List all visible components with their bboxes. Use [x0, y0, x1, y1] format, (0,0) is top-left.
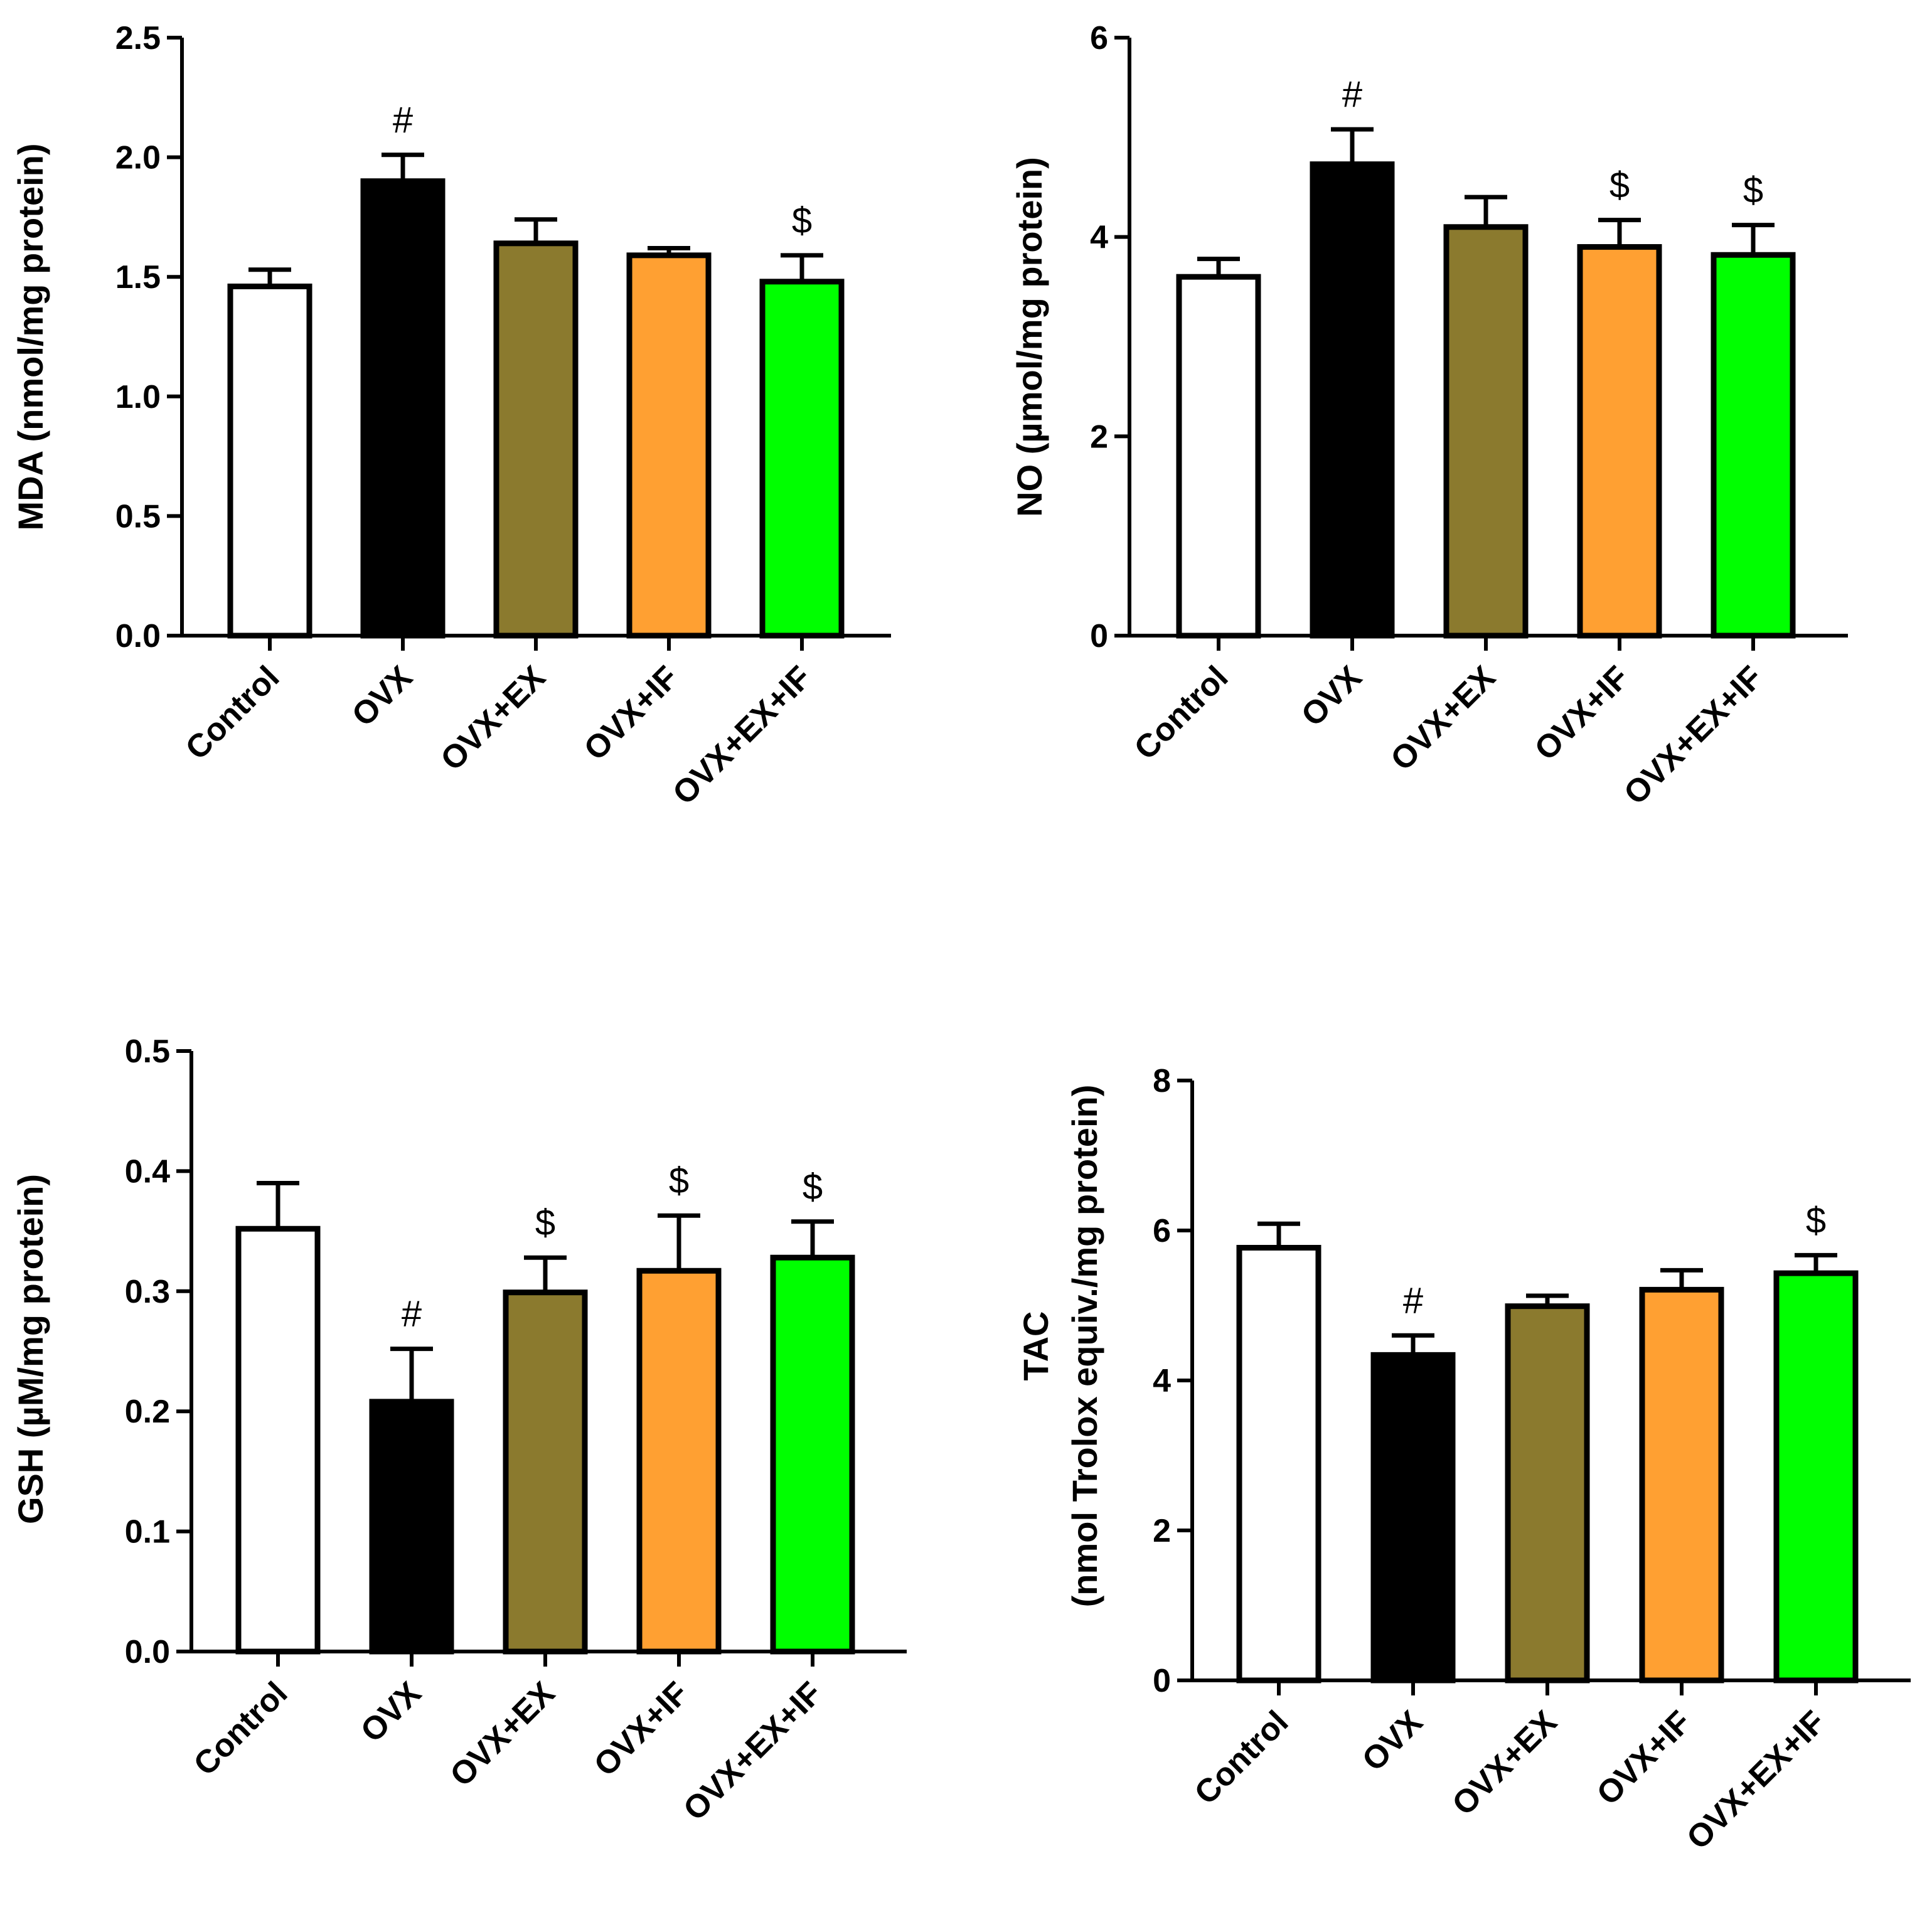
mda-y-tick-label: 1.5: [115, 259, 161, 296]
tac-y-tick-label: 8: [1153, 1063, 1171, 1099]
no-y-tick-label: 0: [1090, 618, 1108, 654]
mda-bar-ovx-ex: [493, 240, 579, 639]
no-category-label: OVX: [1294, 659, 1369, 734]
mda-y-tick-label: 0.5: [115, 498, 161, 535]
mda-bar-ovx-ex-if: [759, 279, 845, 639]
panel-mda: 0.0 0.5 1.0 1.5 2.0 2.5 MDA (nmol/mg protein) C…: [11, 20, 891, 812]
no-category-label: Control: [1128, 659, 1236, 767]
mda-significance-mark: $: [792, 200, 812, 241]
mda-category-label: OVX+EX+IF: [666, 659, 818, 811]
gsh-y-tick-label: 0.3: [125, 1274, 170, 1310]
gsh-bar-ovx-if: [636, 1268, 722, 1655]
gsh-y-tick-label: 0.2: [125, 1394, 170, 1430]
tac-bar-ovx-if: [1639, 1286, 1724, 1684]
mda-category-label: OVX+IF: [577, 659, 686, 767]
no-bar-control: [1176, 274, 1261, 639]
gsh-y-tick-label: 0.1: [125, 1514, 170, 1550]
tac-y-tick-label: 4: [1153, 1363, 1171, 1399]
no-significance-mark: #: [1342, 74, 1362, 115]
mda-y-tick-label: 2.5: [115, 20, 161, 56]
tac-y-axis-title: (nmol Trolox equiv./mg protein): [1065, 1085, 1104, 1608]
panel-no: 0 2 4 6 NO (µmol/mg protein) Control OVX # OVX+E…: [1010, 20, 1848, 812]
no-y-tick-label: 6: [1090, 20, 1108, 56]
mda-bar-ovx: [360, 178, 446, 639]
no-category-label: OVX+EX: [1384, 659, 1502, 777]
no-y-axis-title: NO (µmol/mg protein): [1010, 157, 1049, 517]
gsh-y-tick-label: 0.4: [125, 1153, 170, 1190]
no-bar-ovx-if: [1577, 244, 1662, 639]
tac-bar-ovx: [1370, 1352, 1456, 1684]
mda-significance-mark: #: [393, 100, 413, 141]
tac-category-label: OVX+EX+IF: [1680, 1704, 1832, 1856]
mda-category-label: OVX+EX: [434, 659, 552, 777]
gsh-bar-ovx-ex: [503, 1289, 588, 1655]
tac-y-tick-label: 6: [1153, 1213, 1171, 1249]
tac-y-axis-title: TAC: [1016, 1311, 1055, 1381]
gsh-y-tick-label: 0.5: [125, 1033, 170, 1070]
mda-category-label: Control: [179, 659, 287, 767]
no-category-label: OVX+EX+IF: [1617, 659, 1770, 811]
tac-category-label: OVX+EX: [1445, 1704, 1564, 1822]
gsh-category-label: OVX+EX+IF: [676, 1675, 829, 1827]
gsh-category-label: OVX+IF: [587, 1675, 696, 1783]
gsh-significance-mark: $: [535, 1202, 555, 1243]
gsh-bar-control: [235, 1225, 321, 1655]
gsh-significance-mark: $: [669, 1160, 689, 1201]
tac-category-label: Control: [1188, 1704, 1296, 1812]
no-bar-ovx-ex-if: [1711, 252, 1796, 639]
mda-bar-control: [227, 283, 312, 639]
tac-bar-ovx-ex-if: [1773, 1270, 1859, 1684]
mda-y-tick-label: 1.0: [115, 379, 161, 415]
mda-bar-ovx-if: [626, 252, 712, 639]
tac-category-label: OVX+IF: [1590, 1704, 1699, 1812]
tac-bar-ovx-ex: [1505, 1303, 1590, 1684]
panel-tac: 0 2 4 6 8 TAC (nmol Trolox equiv./mg protein) C…: [1016, 1063, 1911, 1857]
tac-category-label: OVX: [1355, 1704, 1430, 1778]
gsh-y-tick-label: 0.0: [125, 1634, 170, 1670]
mda-y-axis-title: MDA (nmol/mg protein): [11, 144, 50, 531]
mda-category-label: OVX: [345, 659, 420, 734]
gsh-y-axis-title: GSH (µM/mg protein): [11, 1174, 50, 1524]
no-y-tick-label: 2: [1090, 419, 1108, 455]
mda-y-tick-label: 0.0: [115, 618, 161, 654]
no-y-tick-label: 4: [1090, 220, 1108, 256]
no-bar-ovx: [1310, 161, 1395, 639]
gsh-significance-mark: #: [402, 1294, 422, 1335]
gsh-bar-ovx-ex-if: [770, 1254, 855, 1655]
tac-bar-control: [1236, 1244, 1321, 1684]
no-significance-mark: $: [1609, 165, 1630, 206]
gsh-bar-ovx: [369, 1399, 454, 1655]
no-significance-mark: $: [1743, 170, 1763, 211]
no-bar-ovx-ex: [1443, 224, 1529, 639]
gsh-significance-mark: $: [803, 1166, 823, 1207]
tac-significance-mark: #: [1403, 1280, 1423, 1321]
gsh-category-label: OVX+EX: [443, 1675, 562, 1793]
gsh-category-label: Control: [187, 1675, 295, 1783]
tac-y-tick-label: 0: [1153, 1663, 1171, 1699]
tac-y-tick-label: 2: [1153, 1513, 1171, 1549]
no-category-label: OVX+IF: [1528, 659, 1636, 767]
tac-significance-mark: $: [1806, 1200, 1826, 1241]
gsh-category-label: OVX: [354, 1675, 429, 1749]
mda-y-tick-label: 2.0: [115, 140, 161, 176]
panel-gsh: 0.0 0.1 0.2 0.3 0.4 0.5 GSH (µM/mg protein) Con…: [11, 1033, 907, 1828]
